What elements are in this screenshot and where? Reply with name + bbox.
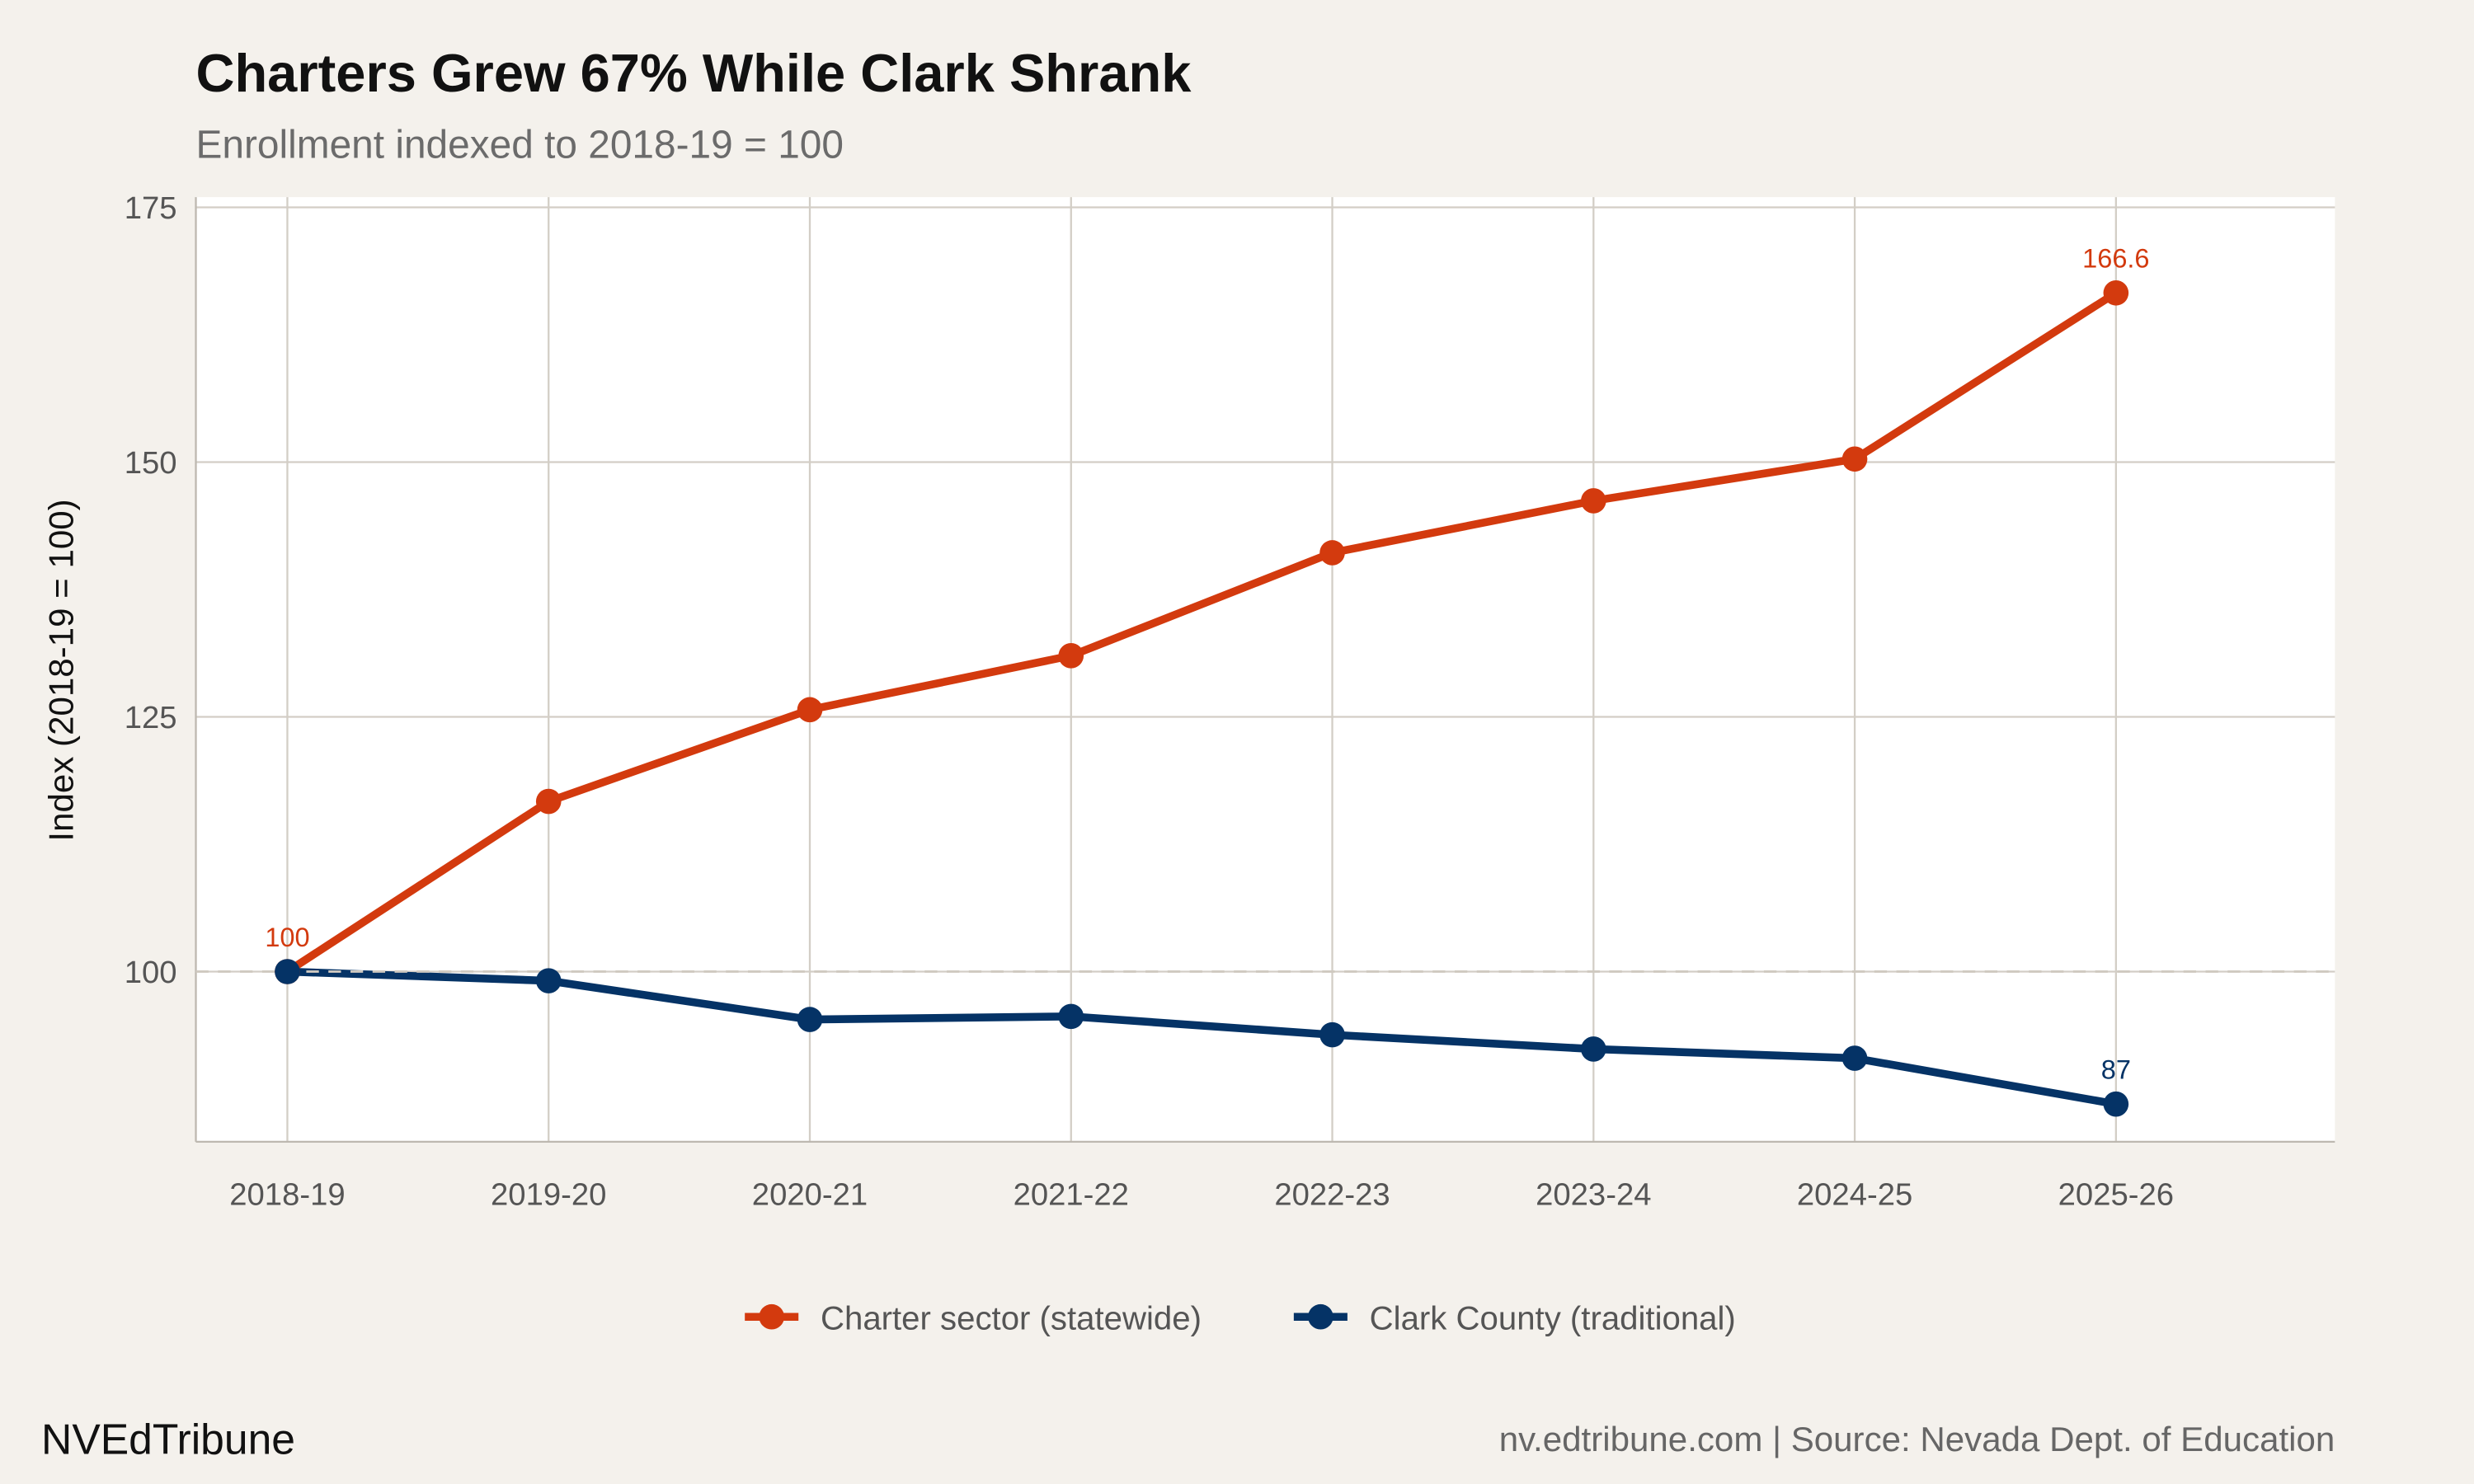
x-tick-label: 2020-21 xyxy=(752,1176,868,1212)
series-line-1 xyxy=(287,967,2117,1108)
data-point xyxy=(1581,1036,1606,1062)
data-point xyxy=(1319,540,1345,566)
legend-key-point xyxy=(759,1303,785,1330)
x-tick-label: 2024-25 xyxy=(1797,1176,1912,1212)
data-label: 87 xyxy=(2101,1055,2131,1085)
y-axis-label: Index (2018-19 = 100) xyxy=(41,499,80,841)
x-tick-label: 2019-20 xyxy=(491,1176,606,1212)
data-label: 100 xyxy=(265,923,309,952)
series-line-0 xyxy=(285,289,2119,975)
data-point xyxy=(1058,643,1084,669)
data-point xyxy=(1841,1045,1868,1071)
data-point xyxy=(2103,279,2129,306)
data-point xyxy=(275,959,300,984)
x-tick-label: 2022-23 xyxy=(1274,1176,1390,1212)
chart-subtitle: Enrollment indexed to 2018-19 = 100 xyxy=(196,123,844,167)
y-tick-label: 175 xyxy=(125,190,177,226)
x-tick-label: 2023-24 xyxy=(1536,1176,1651,1212)
data-label: 166.6 xyxy=(2082,244,2149,274)
source-note: nv.edtribune.com | Source: Nevada Dept. … xyxy=(1499,1420,2335,1458)
data-point xyxy=(797,1007,823,1032)
data-point xyxy=(1058,1003,1084,1030)
legend: Charter sector (statewide) Clark County (… xyxy=(745,1300,1736,1337)
data-point xyxy=(1581,488,1606,514)
data-point xyxy=(2103,1091,2129,1117)
x-tick-label: 2018-19 xyxy=(229,1176,345,1212)
data-point xyxy=(535,968,562,993)
x-tick-label: 2021-22 xyxy=(1014,1176,1129,1212)
data-point xyxy=(797,697,823,723)
data-point xyxy=(1841,446,1868,472)
legend-label: Charter sector (statewide) xyxy=(821,1300,1202,1337)
y-tick-label: 100 xyxy=(125,955,177,990)
x-tick-label: 2025-26 xyxy=(2058,1176,2174,1212)
chart-title: Charters Grew 67% While Clark Shrank xyxy=(196,43,1192,103)
legend-label: Clark County (traditional) xyxy=(1370,1300,1736,1337)
y-tick-label: 125 xyxy=(125,700,177,735)
plot-panel xyxy=(195,197,2335,1142)
legend-key-point xyxy=(1308,1303,1333,1330)
brand-logo-text: NVEdTribune xyxy=(41,1416,295,1463)
y-tick-label: 150 xyxy=(125,445,177,481)
data-point xyxy=(535,788,562,815)
data-point xyxy=(1319,1021,1345,1048)
